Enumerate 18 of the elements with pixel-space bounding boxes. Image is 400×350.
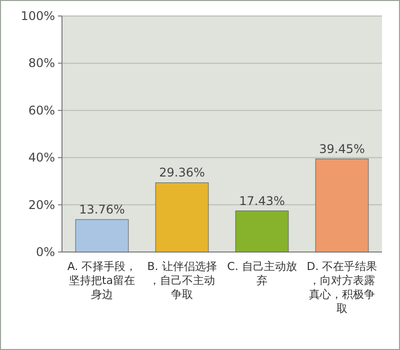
y-tick-label: 40% <box>28 150 55 165</box>
x-tick-label: C. 自己主动放弃 <box>227 260 297 287</box>
x-tick-label: B. 让伴侣选择，自己不主动争取 <box>147 260 217 301</box>
y-tick-label: 100% <box>20 9 55 23</box>
data-label: 13.76% <box>79 202 125 217</box>
y-tick-label: 60% <box>28 103 55 118</box>
bar <box>75 219 129 252</box>
x-tick-label: D. 不在乎结果，向对方表露真心，积极争取 <box>306 260 378 315</box>
data-label: 39.45% <box>319 142 365 156</box>
x-tick-label: A. 不择手段，坚持把ta留在身边 <box>67 260 137 301</box>
bar <box>235 210 289 252</box>
y-tick-label: 80% <box>28 56 55 70</box>
bar <box>315 158 369 252</box>
bar <box>155 182 209 252</box>
data-label: 29.36% <box>159 166 205 180</box>
y-tick-label: 20% <box>28 198 55 212</box>
y-tick-label: 0% <box>36 245 55 259</box>
data-label: 17.43% <box>239 194 285 208</box>
